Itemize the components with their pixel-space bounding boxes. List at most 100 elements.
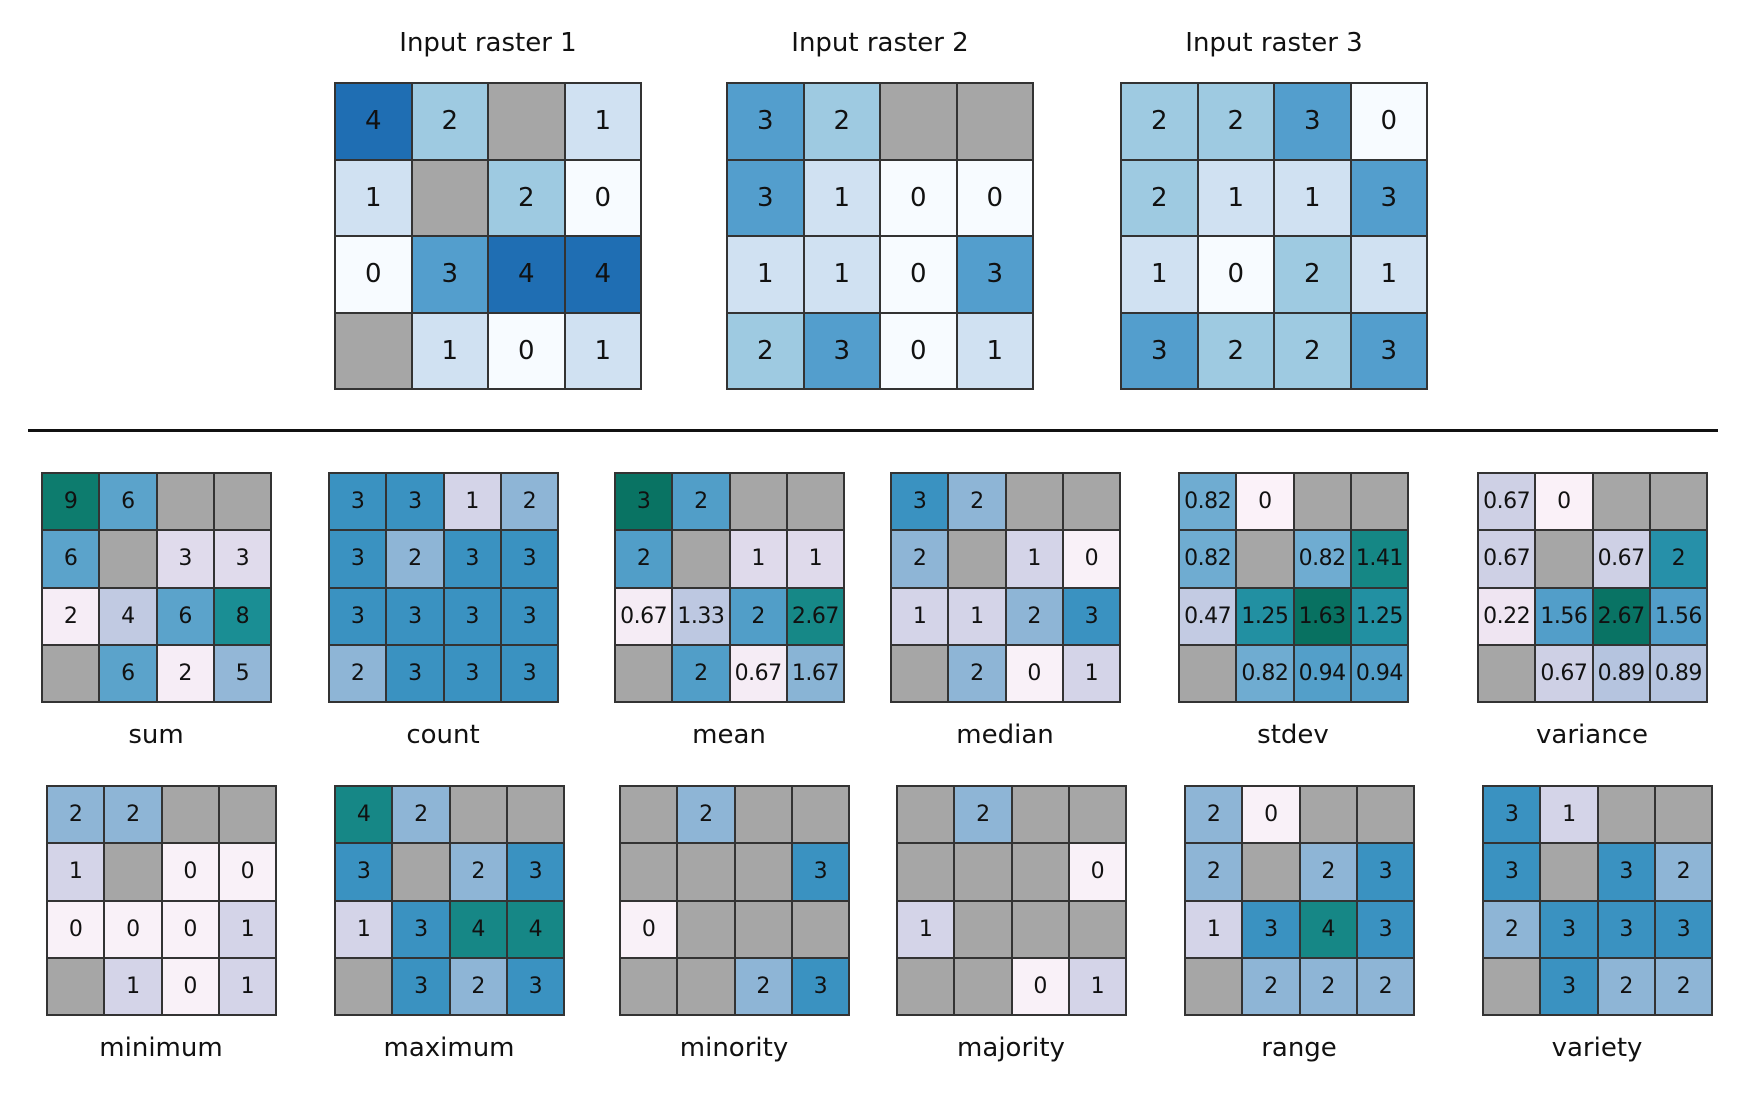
raster-cell: 3 <box>329 473 387 531</box>
raster-cell: 3 <box>500 587 558 645</box>
raster-cell: 0.67 <box>1592 530 1650 588</box>
raster-cell: 1 <box>1540 786 1598 844</box>
raster-cell: 0.94 <box>1350 644 1408 702</box>
input-raster-title: Input raster 2 <box>791 28 969 58</box>
output-raster-label: mean <box>692 720 766 750</box>
nodata-cell <box>891 644 949 702</box>
raster-cell: 2 <box>803 83 880 160</box>
raster-cell: 3 <box>1062 587 1120 645</box>
raster-cell: 3 <box>1540 957 1598 1015</box>
nodata-cell <box>213 473 271 531</box>
raster-cell: 1 <box>1185 900 1243 958</box>
raster-cell: 3 <box>213 530 271 588</box>
nodata-cell <box>1350 473 1408 531</box>
nodata-cell <box>218 786 276 844</box>
raster-cell: 1 <box>803 159 880 236</box>
raster-cell: 3 <box>329 587 387 645</box>
raster-cell: 0 <box>1350 83 1427 160</box>
raster-cell: 2 <box>392 786 450 844</box>
raster-cell: 0 <box>1062 530 1120 588</box>
nodata-cell <box>1011 900 1069 958</box>
raster-cell: 1 <box>956 312 1033 389</box>
raster-cell: 2 <box>727 312 804 389</box>
raster-cell: 1.56 <box>1649 587 1707 645</box>
divider-line <box>28 429 1718 432</box>
raster-cell: 3 <box>1356 900 1414 958</box>
nodata-cell <box>956 83 1033 160</box>
output-raster-label: count <box>406 720 480 750</box>
raster-cell: 0 <box>1005 644 1063 702</box>
output-raster-label: minority <box>679 1033 789 1063</box>
nodata-cell <box>1236 530 1294 588</box>
nodata-cell <box>948 530 1006 588</box>
nodata-cell <box>1540 843 1598 901</box>
raster-cell: 3 <box>1540 900 1598 958</box>
raster-cell: 0 <box>620 900 678 958</box>
raster-cell: 0.67 <box>1478 530 1536 588</box>
nodata-cell <box>506 786 564 844</box>
raster-cell: 3 <box>411 236 488 313</box>
raster-cell: 2 <box>1649 530 1707 588</box>
raster-cell: 2 <box>449 843 507 901</box>
raster-cell: 0 <box>880 312 957 389</box>
input-raster-title: Input raster 1 <box>399 28 577 58</box>
raster-cell: 1 <box>1121 236 1198 313</box>
nodata-cell <box>1592 473 1650 531</box>
raster-cell: 0 <box>47 900 105 958</box>
raster-cell: 2 <box>1299 957 1357 1015</box>
raster-cell: 2 <box>1654 843 1712 901</box>
raster-cell: 0 <box>1535 473 1593 531</box>
raster-cell: 0 <box>161 900 219 958</box>
output-raster-label: range <box>1261 1033 1337 1063</box>
raster-cell: 2 <box>104 786 162 844</box>
nodata-cell <box>1299 786 1357 844</box>
nodata-cell <box>1483 957 1541 1015</box>
raster-cell: 1 <box>335 159 412 236</box>
raster-cell: 3 <box>506 957 564 1015</box>
raster-cell: 2 <box>1197 83 1274 160</box>
nodata-cell <box>1654 786 1712 844</box>
output-raster-grid-variance: 0.67 0 0.67 0.67 2 0.22 1.56 2.67 1.56 0.67 0.89 0.… <box>1477 472 1708 703</box>
output-raster-label: minimum <box>99 1033 223 1063</box>
nodata-cell <box>99 530 157 588</box>
raster-cell: 0 <box>880 236 957 313</box>
raster-cell: 0.89 <box>1649 644 1707 702</box>
raster-cell: 1 <box>104 957 162 1015</box>
raster-cell: 2 <box>948 473 1006 531</box>
raster-cell: 3 <box>1350 312 1427 389</box>
nodata-cell <box>897 786 955 844</box>
nodata-cell <box>392 843 450 901</box>
raster-cell: 2 <box>1654 957 1712 1015</box>
raster-cell: 2 <box>948 644 1006 702</box>
nodata-cell <box>954 900 1012 958</box>
raster-cell: 2.67 <box>786 587 844 645</box>
nodata-cell <box>1068 900 1126 958</box>
raster-cell: 4 <box>488 236 565 313</box>
raster-cell: 0 <box>104 900 162 958</box>
nodata-cell <box>1068 786 1126 844</box>
raster-cell: 3 <box>1356 843 1414 901</box>
raster-cell: 2 <box>1274 236 1351 313</box>
nodata-cell <box>161 786 219 844</box>
raster-cell: 3 <box>1597 843 1655 901</box>
raster-cell: 3 <box>156 530 214 588</box>
raster-cell: 1.25 <box>1236 587 1294 645</box>
nodata-cell <box>897 843 955 901</box>
nodata-cell <box>1649 473 1707 531</box>
raster-cell: 0.82 <box>1293 530 1351 588</box>
raster-cell: 1 <box>729 530 787 588</box>
nodata-cell <box>104 843 162 901</box>
raster-cell: 3 <box>386 644 444 702</box>
nodata-cell <box>620 843 678 901</box>
nodata-cell <box>1478 644 1536 702</box>
raster-cell: 0 <box>1068 843 1126 901</box>
raster-cell: 3 <box>727 159 804 236</box>
